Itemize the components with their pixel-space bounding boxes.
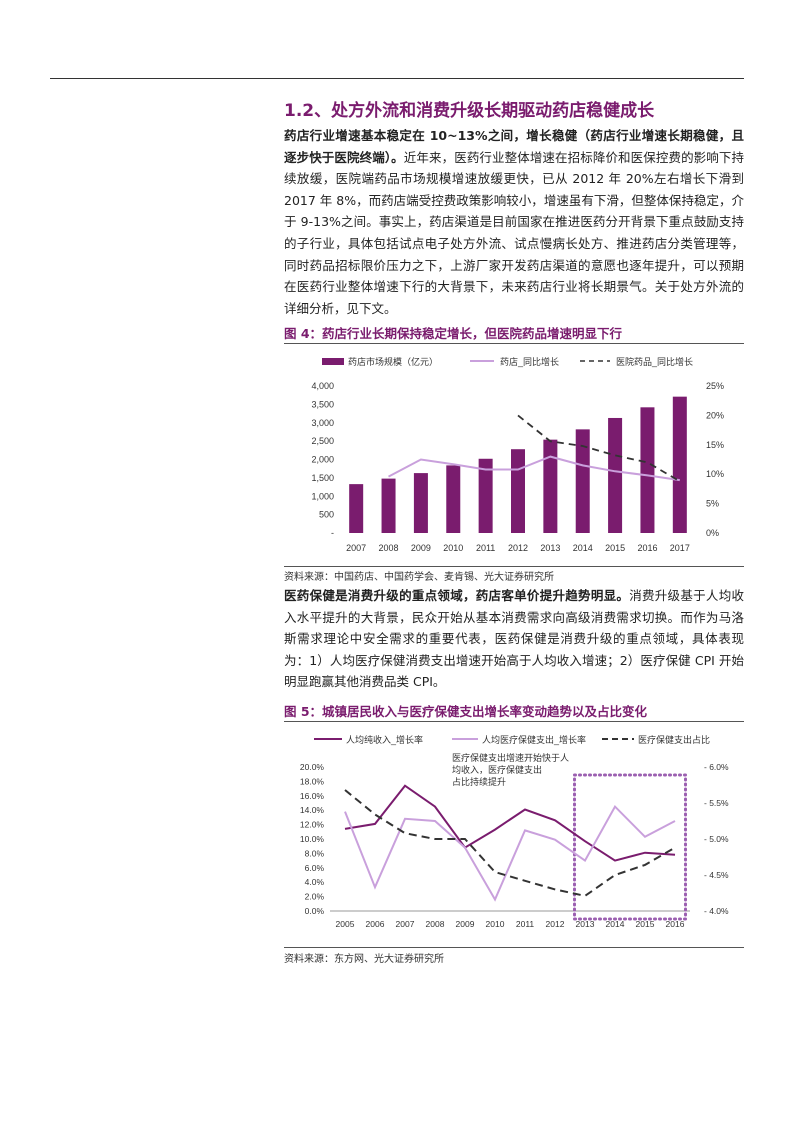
x-tick-label: 2014 [573, 543, 593, 553]
x-tick-label: 2008 [426, 919, 445, 929]
x-tick-label: 2007 [346, 543, 366, 553]
bar [478, 458, 493, 533]
figure-5-source: 资料来源：东方网、光大证券研究所 [284, 954, 444, 965]
bar [511, 449, 525, 533]
y-tick-label: 18.0% [300, 776, 325, 786]
y-tick-label: 6.0% [305, 863, 325, 873]
legend-swatch-bar [322, 358, 344, 365]
x-tick-label: 2009 [456, 919, 475, 929]
figure-4-caption: 图 4：药店行业长期保持稳定增长，但医院药品增速明显下行 [284, 326, 623, 341]
y-tick-label: 500 [319, 510, 334, 520]
x-tick-label: 2009 [411, 543, 431, 553]
y2-tick-label: - 5.5% [704, 798, 729, 808]
x-tick-label: 2013 [540, 543, 560, 553]
x-tick-label: 2011 [476, 543, 495, 553]
y-tick-label: - [331, 528, 334, 538]
x-tick-label: 2007 [396, 919, 415, 929]
paragraph-consumption-upgrade: 医药保健是消费升级的重点领域，药店客单价提升趋势明显。消费升级基于人均收入水平提… [284, 585, 744, 693]
x-tick-label: 2013 [576, 919, 595, 929]
figure-4-bottom-rule [284, 566, 744, 567]
series-line-medical-share [344, 789, 676, 897]
figure-4-legend: 药店市场规模（亿元） 药店_同比增长 医院药品_同比增长 [322, 356, 693, 367]
paragraph-body: 消费升级基于人均收入水平提升的大背景，民众开始从基本消费需求向高级消费需求切换。… [284, 588, 744, 690]
bar [349, 484, 364, 533]
y-tick-label: 2,000 [311, 455, 334, 465]
y2-tick-label: 20% [706, 410, 724, 420]
y-tick-label: 1,000 [311, 491, 334, 501]
section-title: 1.2、处方外流和消费升级长期驱动药店稳健成长 [284, 101, 655, 121]
y2-tick-label: 5% [706, 499, 719, 509]
paragraph-pharmacy-growth: 药店行业增速基本稳定在 10~13%之间，增长稳健（药店行业增速长期稳健，且逐步… [284, 125, 744, 319]
figure-5-legend: 人均纯收入_增长率 人均医疗保健支出_增长率 医疗保健支出占比 [314, 734, 710, 745]
x-tick-label: 2010 [443, 543, 463, 553]
paragraph-body: 近年来，医药行业整体增速在招标降价和医保控费的影响下持续放缓，医院端药品市场规模… [284, 149, 744, 316]
header-rule [50, 78, 744, 79]
y2-tick-label: - 6.0% [704, 762, 729, 772]
y-tick-label: 14.0% [300, 805, 325, 815]
bar [381, 478, 396, 533]
y2-tick-label: - 4.5% [704, 870, 729, 880]
bar [608, 417, 623, 533]
x-tick-label: 2015 [636, 919, 655, 929]
series-line-pharmacy-growth [388, 455, 680, 482]
figure-5-bottom-rule [284, 947, 744, 948]
y-tick-label: 2.0% [305, 892, 325, 902]
x-tick-label: 2010 [486, 919, 505, 929]
y-tick-label: 3,000 [311, 418, 334, 428]
x-tick-label: 2008 [379, 543, 399, 553]
bar [446, 465, 461, 533]
y2-tick-label: - 4.0% [704, 906, 729, 916]
x-tick-label: 2016 [637, 543, 657, 553]
y-tick-label: 2,500 [311, 436, 334, 446]
x-tick-label: 2016 [666, 919, 685, 929]
legend-label-bar: 药店市场规模（亿元） [348, 356, 438, 367]
figure-4-chart: 药店市场规模（亿元） 药店_同比增长 医院药品_同比增长 - 500 1,000 1,… [311, 356, 724, 553]
y-tick-label: 3,500 [311, 399, 334, 409]
y2-tick-label: 25% [706, 381, 724, 391]
figure-5-top-rule [284, 721, 744, 722]
figure-4-top-rule [284, 343, 744, 344]
bar [543, 439, 558, 533]
bar [672, 396, 687, 533]
legend-label-medical: 人均医疗保健支出_增长率 [482, 734, 586, 745]
y-tick-label: 16.0% [300, 791, 325, 801]
figure-5-caption: 图 5：城镇居民收入与医疗保健支出增长率变动趋势以及占比变化 [284, 704, 648, 719]
y2-tick-label: 0% [706, 528, 719, 538]
bar [575, 429, 590, 533]
y-tick-label: 20.0% [300, 762, 325, 772]
y-tick-label: 8.0% [305, 848, 325, 858]
y-tick-label: 4,000 [311, 381, 334, 391]
y-tick-label: 4.0% [305, 877, 325, 887]
y2-tick-label: - 5.0% [704, 834, 729, 844]
y2-tick-label: 10% [706, 469, 724, 479]
figure-5-chart: 人均纯收入_增长率 人均医疗保健支出_增长率 医疗保健支出占比 医疗保健支出增速… [300, 734, 729, 929]
x-tick-label: 2017 [670, 543, 690, 553]
bar [640, 407, 655, 533]
legend-label-dash: 医院药品_同比增长 [616, 356, 693, 367]
y2-tick-label: 15% [706, 440, 724, 450]
legend-label-share: 医疗保健支出占比 [638, 734, 710, 745]
series-line-hospital-growth [517, 414, 681, 483]
chart-annotation: 医疗保健支出增速开始快于人均收入，医疗保健支出占比持续提升 [452, 752, 569, 787]
y-tick-label: 10.0% [300, 834, 325, 844]
highlight-box [573, 773, 687, 921]
y-tick-label: 12.0% [300, 820, 325, 830]
x-tick-label: 2015 [605, 543, 625, 553]
bar [413, 473, 428, 533]
figure-4-source: 资料来源：中国药店、中国药学会、麦肯锡、光大证券研究所 [284, 572, 554, 583]
x-tick-label: 2014 [606, 919, 625, 929]
series-line-income-growth [344, 784, 676, 862]
x-tick-label: 2012 [546, 919, 565, 929]
x-tick-label: 2011 [516, 919, 535, 929]
x-tick-label: 2012 [508, 543, 528, 553]
legend-label-income: 人均纯收入_增长率 [346, 734, 423, 745]
y-tick-label: 0.0% [305, 906, 325, 916]
x-tick-label: 2006 [366, 919, 385, 929]
paragraph-lead: 医药保健是消费升级的重点领域，药店客单价提升趋势明显。 [284, 588, 630, 603]
x-tick-label: 2005 [336, 919, 355, 929]
paragraph-lead: 药店行业增速基本稳定在 10~13%之间，增长稳健（药店行业增速长期稳健，且逐步… [284, 128, 744, 165]
legend-label-line: 药店_同比增长 [500, 356, 559, 367]
y-tick-label: 1,500 [311, 473, 334, 483]
